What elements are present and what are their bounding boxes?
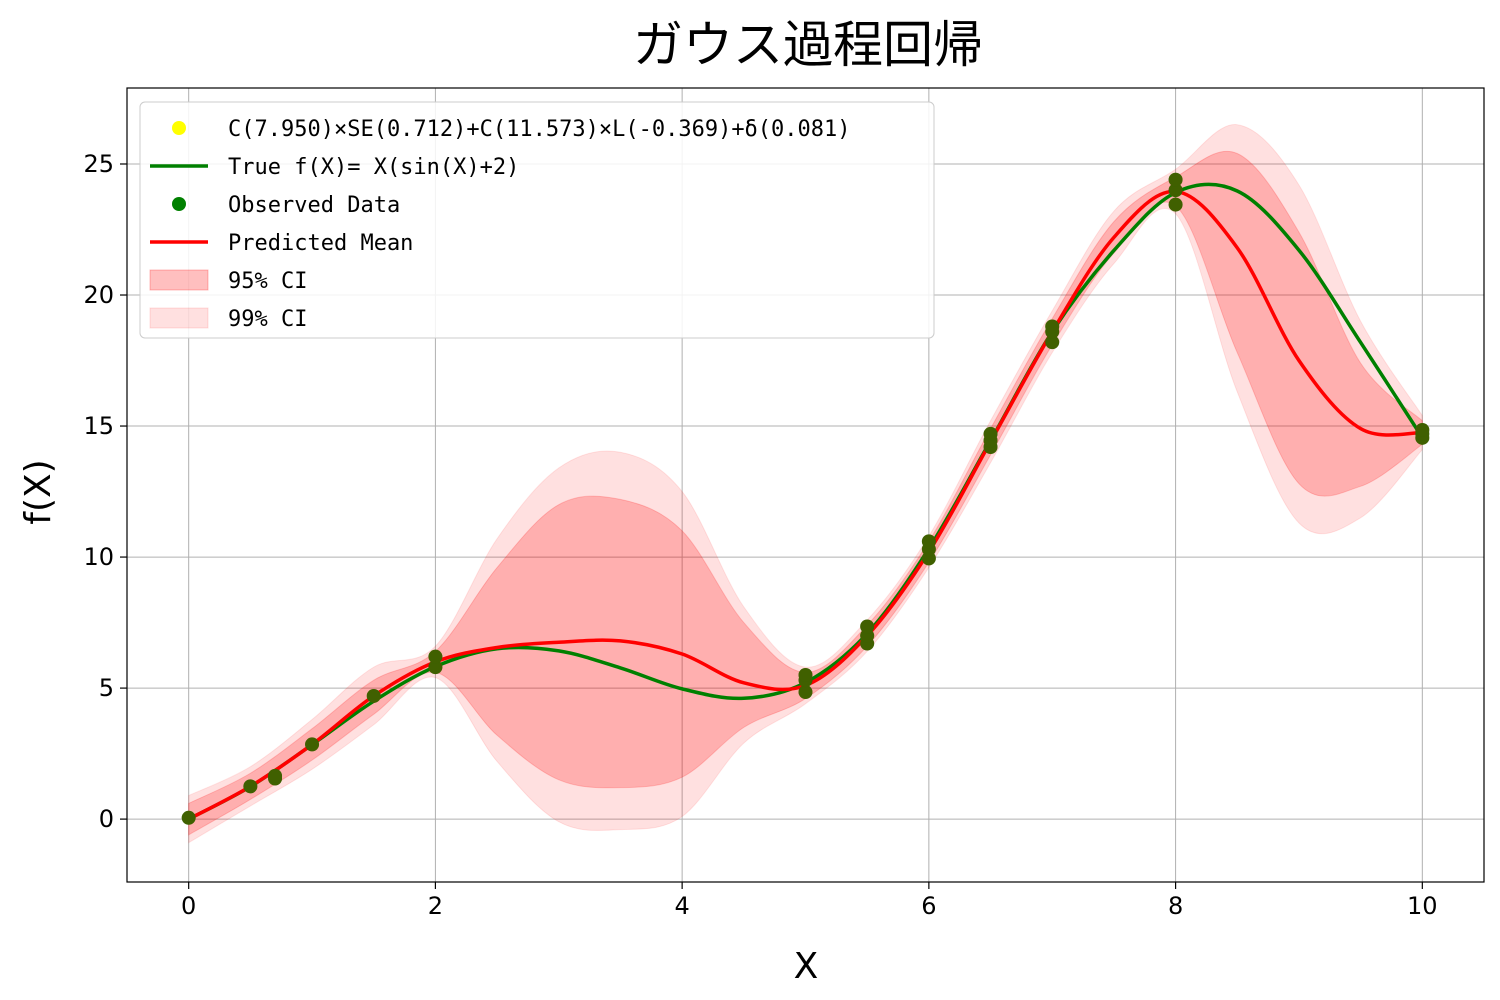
observed-point — [1415, 422, 1430, 437]
observed-point-overlay — [366, 688, 381, 703]
legend-label: 95% CI — [228, 269, 307, 294]
x-ticks: 0 2 4 6 8 10 — [181, 882, 1438, 920]
y-tick-label: 15 — [83, 412, 114, 440]
legend-label: 99% CI — [228, 307, 307, 332]
ci95-band-group — [188, 150, 1423, 836]
observed-point-overlay — [921, 534, 936, 549]
legend-box — [139, 101, 935, 339]
y-tick-label: 10 — [83, 543, 114, 571]
observed-point-overlay — [1168, 172, 1183, 187]
plot-frame — [126, 87, 1485, 883]
ci95-band — [188, 150, 1423, 836]
x-tick-label: 0 — [181, 892, 196, 920]
observed-point-overlay — [1415, 422, 1430, 437]
observed-point-overlay — [1045, 319, 1060, 334]
observed-point-overlay — [798, 685, 813, 700]
observed-point-overlay — [983, 426, 998, 441]
observed-point — [921, 534, 936, 549]
observed-point — [366, 688, 381, 703]
x-tick-label: 10 — [1407, 892, 1438, 920]
observed-point — [428, 649, 443, 664]
observed-point — [243, 779, 258, 794]
observed-point-overlay — [268, 768, 283, 783]
observed-point-overlay — [1168, 183, 1183, 198]
observed-point — [305, 737, 320, 752]
legend-marker — [172, 121, 186, 135]
legend-marker — [149, 307, 209, 329]
ci99-band — [188, 124, 1423, 844]
y-ticks: 0 5 10 15 20 25 — [83, 150, 127, 833]
x-tick-label: 8 — [1168, 892, 1183, 920]
observed-point — [798, 667, 813, 682]
legend: C(7.950)×SE(0.712)+C(11.573)×L(-0.369)+δ… — [139, 101, 935, 339]
observed-point — [181, 810, 196, 825]
observed-points-group — [181, 172, 1430, 825]
observed-point — [1045, 335, 1060, 350]
chart-title: ガウス過程回帰 — [633, 16, 983, 74]
legend-marker — [149, 269, 209, 291]
legend-label: Predicted Mean — [228, 231, 413, 256]
y-tick-label: 20 — [83, 281, 114, 309]
observed-point-overlay — [798, 667, 813, 682]
y-axis-label: f(X) — [18, 459, 59, 524]
legend-label: Observed Data — [228, 193, 400, 218]
observed-point-overlay — [305, 737, 320, 752]
observed-point — [860, 619, 875, 634]
x-tick-label: 6 — [921, 892, 936, 920]
observed-point — [1168, 172, 1183, 187]
x-axis-label: X — [794, 946, 819, 987]
observed-point-overlay — [428, 649, 443, 664]
y-tick-label: 5 — [99, 674, 114, 702]
legend-marker — [172, 197, 186, 211]
observed-point-overlay — [243, 779, 258, 794]
x-tick-label: 4 — [674, 892, 689, 920]
y-tick-label: 0 — [99, 805, 114, 833]
y-tick-label: 25 — [83, 150, 114, 178]
x-tick-label: 2 — [428, 892, 443, 920]
observed-point — [983, 426, 998, 441]
ci99-band-group — [188, 124, 1423, 844]
observed-point-overlay — [181, 810, 196, 825]
legend-label: True f(X)= X(sin(X)+2) — [228, 155, 519, 180]
observed-point-overlay — [860, 619, 875, 634]
observed-point — [798, 685, 813, 700]
observed-point-overlay — [428, 660, 443, 675]
observed-point — [268, 768, 283, 783]
observed-point — [1045, 319, 1060, 334]
observed-point — [1168, 183, 1183, 198]
legend-label: C(7.950)×SE(0.712)+C(11.573)×L(-0.369)+δ… — [228, 117, 851, 142]
observed-point-overlay — [1045, 335, 1060, 350]
observed-point-overlay — [1168, 197, 1183, 212]
observed-point — [1168, 197, 1183, 212]
observed-point — [428, 660, 443, 675]
